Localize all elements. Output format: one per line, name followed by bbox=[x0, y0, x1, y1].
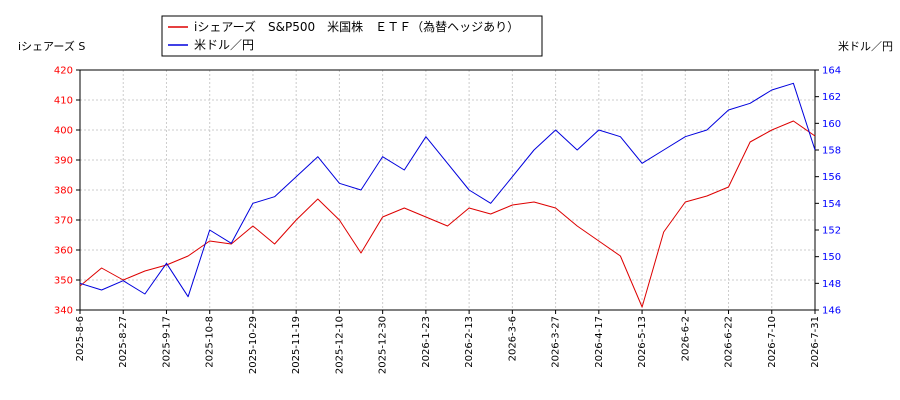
x-tick-label: 2026-5-13 bbox=[637, 316, 648, 368]
x-tick-label: 2025-9-17 bbox=[161, 316, 172, 368]
x-tick-label: 2026-7-31 bbox=[810, 316, 821, 368]
x-tick-label: 2026-6-2 bbox=[680, 316, 691, 361]
legend: iシェアーズ S&P500 米国株 ＥＴＦ（為替ヘッジあり） 米ドル／円 bbox=[161, 15, 543, 57]
right-tick-label: 150 bbox=[822, 252, 841, 263]
legend-box bbox=[161, 15, 543, 57]
left-tick-label: 400 bbox=[54, 126, 73, 137]
series-line-etf bbox=[79, 120, 816, 308]
left-axis-title: iシェアーズ S bbox=[18, 39, 85, 53]
right-tick-label: 158 bbox=[822, 146, 841, 157]
legend-label-etf: iシェアーズ S&P500 米国株 ＥＴＦ（為替ヘッジあり） bbox=[194, 19, 519, 34]
x-tick-label: 2025-8-27 bbox=[118, 316, 129, 368]
x-tick-label: 2025-12-30 bbox=[378, 316, 389, 374]
x-tick-label: 2026-3-27 bbox=[551, 316, 562, 368]
left-tick-label: 340 bbox=[54, 306, 73, 317]
left-tick-label: 410 bbox=[54, 96, 73, 107]
x-tick-label: 2025-10-8 bbox=[205, 316, 216, 368]
right-tick-label: 160 bbox=[822, 119, 841, 130]
right-tick-label: 164 bbox=[822, 66, 841, 77]
x-tick-label: 2026-2-13 bbox=[464, 316, 475, 368]
right-tick-label: 152 bbox=[822, 226, 841, 237]
series-line-usdjpy bbox=[79, 82, 816, 298]
right-axis-title: 米ドル／円 bbox=[838, 40, 893, 53]
left-tick-label: 380 bbox=[54, 186, 73, 197]
x-tick-label: 2026-4-17 bbox=[594, 316, 605, 368]
x-tick-label: 2026-6-22 bbox=[724, 316, 735, 368]
left-tick-label: 350 bbox=[54, 276, 73, 287]
left-tick-label: 420 bbox=[54, 66, 73, 77]
x-tick-label: 2026-3-6 bbox=[507, 316, 518, 361]
left-tick-label: 390 bbox=[54, 156, 73, 167]
right-tick-label: 162 bbox=[822, 92, 841, 103]
x-tick-label: 2026-7-10 bbox=[767, 316, 778, 368]
axis-layer: 340 350 360 370 380 390 400 410 420 146 148 150 152 1… bbox=[54, 66, 841, 375]
x-tick-label: 2025-12-10 bbox=[334, 316, 345, 374]
x-tick-label: 2025-8-6 bbox=[75, 316, 86, 361]
left-tick-label: 370 bbox=[54, 216, 73, 227]
x-tick-label: 2025-11-19 bbox=[291, 316, 302, 374]
series-layer bbox=[79, 82, 816, 308]
x-tick-label: 2025-10-29 bbox=[248, 316, 259, 374]
left-tick-label: 360 bbox=[54, 246, 73, 257]
right-tick-label: 156 bbox=[822, 172, 841, 183]
right-tick-label: 146 bbox=[822, 306, 841, 317]
right-tick-label: 154 bbox=[822, 199, 841, 210]
x-tick-label: 2026-1-23 bbox=[421, 316, 432, 368]
right-tick-label: 148 bbox=[822, 279, 841, 290]
legend-label-usdjpy: 米ドル／円 bbox=[194, 38, 254, 52]
